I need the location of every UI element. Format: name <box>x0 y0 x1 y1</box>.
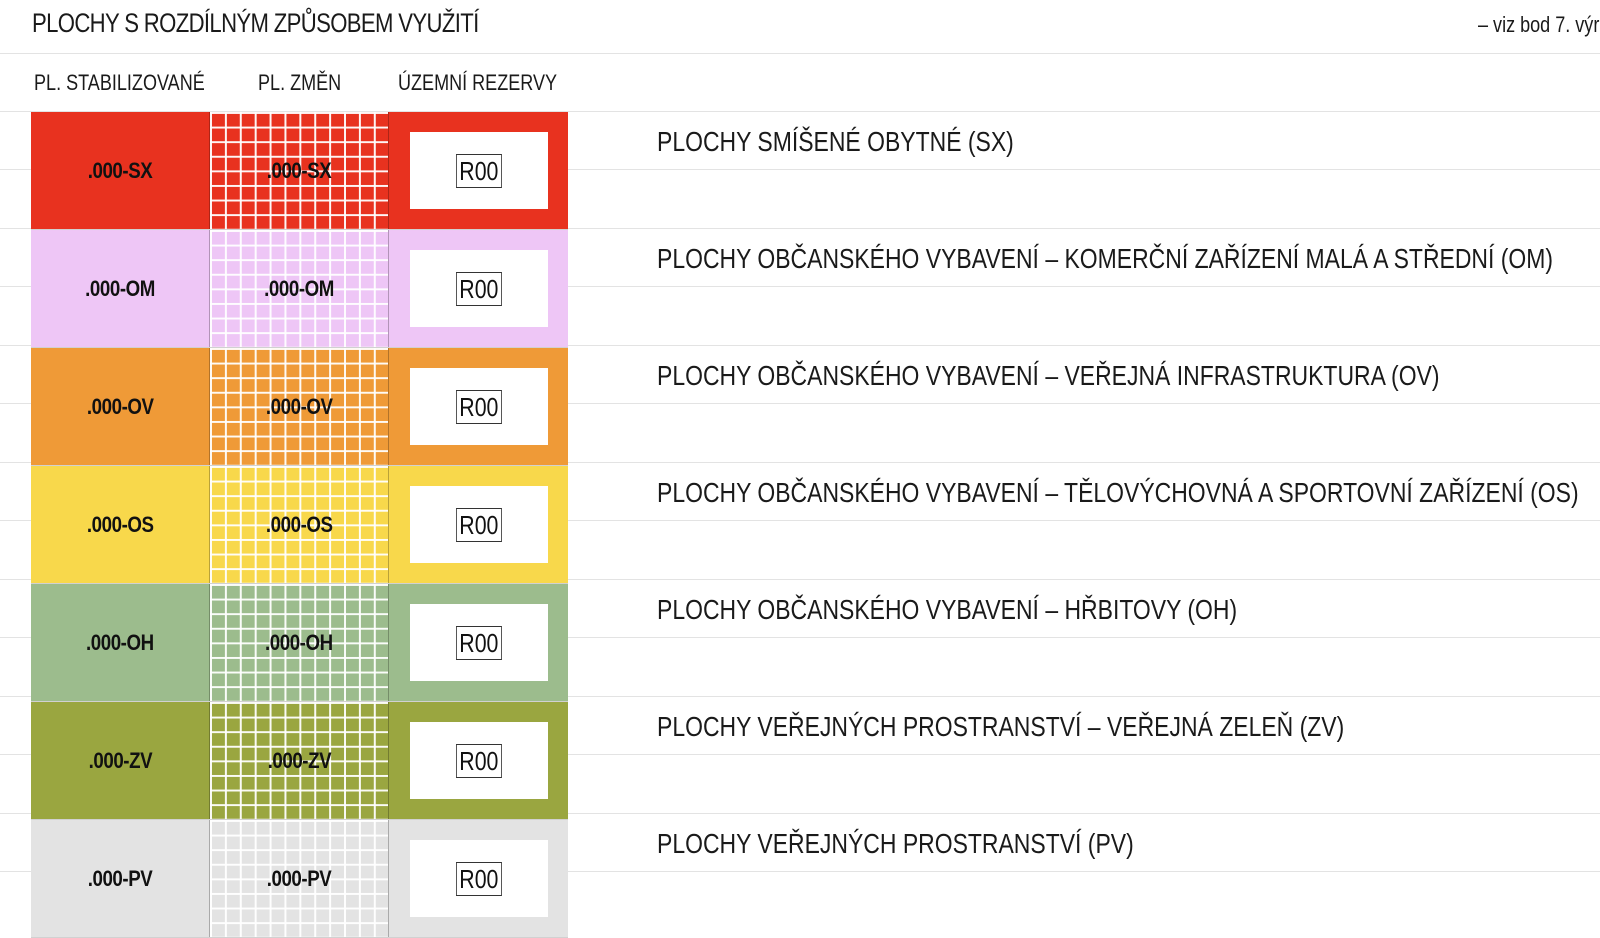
reserve-label: R00 <box>455 271 502 306</box>
swatch-reserve: R00 <box>389 466 568 583</box>
legend-description: PLOCHY SMÍŠENÉ OBYTNÉ (SX) <box>657 126 1014 157</box>
reserve-box: R00 <box>409 840 548 917</box>
reserve-label: R00 <box>455 743 502 778</box>
area-code: .000-SX <box>87 157 153 183</box>
legend-description: PLOCHY OBČANSKÉHO VYBAVENÍ – HŘBITOVY (O… <box>657 594 1238 625</box>
swatch-changes: .000-ZV <box>210 702 389 819</box>
legend-row-pv: .000-PV .000-PV R00 <box>31 820 568 938</box>
column-header-changes: PL. ZMĚN <box>258 70 342 95</box>
swatch-reserve: R00 <box>389 348 568 465</box>
reserve-box: R00 <box>409 604 548 681</box>
swatch-reserve: R00 <box>389 584 568 701</box>
row-divider <box>0 403 1600 404</box>
reserve-label: R00 <box>455 153 502 188</box>
hatch-pattern <box>210 348 388 465</box>
swatch-reserve: R00 <box>389 230 568 347</box>
row-divider <box>0 228 1600 229</box>
area-code: .000-OS <box>265 511 333 537</box>
row-divider <box>0 579 1600 580</box>
hatch-pattern <box>210 230 388 347</box>
legend-description: PLOCHY OBČANSKÉHO VYBAVENÍ – KOMERČNÍ ZA… <box>657 243 1554 274</box>
header-divider <box>0 53 1600 54</box>
row-divider <box>0 754 1600 755</box>
swatch-stabilized: .000-ZV <box>31 702 210 819</box>
reserve-box: R00 <box>409 368 548 445</box>
hatch-pattern <box>210 466 388 583</box>
swatch-reserve: R00 <box>389 820 568 937</box>
reserve-box: R00 <box>409 486 548 563</box>
reserve-box: R00 <box>409 132 548 209</box>
reserve-label: R00 <box>455 861 502 896</box>
swatch-changes: .000-PV <box>210 820 389 937</box>
swatch-changes: .000-OM <box>210 230 389 347</box>
reserve-label: R00 <box>455 507 502 542</box>
row-divider <box>0 813 1600 814</box>
swatch-stabilized: .000-PV <box>31 820 210 937</box>
row-divider <box>0 345 1600 346</box>
row-divider <box>0 520 1600 521</box>
legend-row-om: .000-OM .000-OM R00 <box>31 230 568 348</box>
legend-row-oh: .000-OH .000-OH R00 <box>31 584 568 702</box>
column-header-reserves: ÚZEMNÍ REZERVY <box>398 70 558 95</box>
legend-description: PLOCHY VEŘEJNÝCH PROSTRANSTVÍ (PV) <box>657 828 1134 859</box>
row-divider <box>0 169 1600 170</box>
area-code: .000-OM <box>264 275 334 301</box>
legend-row-os: .000-OS .000-OS R00 <box>31 466 568 584</box>
row-divider <box>0 871 1600 872</box>
legend-table: .000-SX .000-SX R00 .000-OM .000-OM R00 … <box>31 112 568 938</box>
swatch-changes: .000-SX <box>210 112 389 229</box>
column-header-stabilized: PL. STABILIZOVANÉ <box>34 70 205 95</box>
swatch-stabilized: .000-SX <box>31 112 210 229</box>
legend-row-zv: .000-ZV .000-ZV R00 <box>31 702 568 820</box>
area-code: .000-SX <box>266 157 332 183</box>
legend-row-sx: .000-SX .000-SX R00 <box>31 112 568 230</box>
swatch-stabilized: .000-OM <box>31 230 210 347</box>
area-code: .000-ZV <box>88 747 152 773</box>
area-code: .000-OS <box>86 511 154 537</box>
swatch-reserve: R00 <box>389 702 568 819</box>
row-divider <box>0 696 1600 697</box>
area-code: .000-PV <box>87 865 153 891</box>
legend-description: PLOCHY OBČANSKÉHO VYBAVENÍ – VEŘEJNÁ INF… <box>657 360 1440 391</box>
page-title: PLOCHY S ROZDÍLNÝM ZPŮSOBEM VYUŽITÍ <box>32 8 479 38</box>
area-code: .000-PV <box>266 865 332 891</box>
legend-row-ov: .000-OV .000-OV R00 <box>31 348 568 466</box>
area-code: .000-OH <box>265 629 333 655</box>
legend-description: PLOCHY OBČANSKÉHO VYBAVENÍ – TĚLOVÝCHOVN… <box>657 477 1579 508</box>
reserve-label: R00 <box>455 389 502 424</box>
hatch-pattern <box>210 584 388 701</box>
area-code: .000-ZV <box>267 747 331 773</box>
swatch-changes: .000-OV <box>210 348 389 465</box>
swatch-reserve: R00 <box>389 112 568 229</box>
area-code: .000-OH <box>86 629 154 655</box>
row-divider <box>0 462 1600 463</box>
swatch-changes: .000-OS <box>210 466 389 583</box>
reserve-label: R00 <box>455 625 502 660</box>
column-header-divider <box>0 111 1600 112</box>
row-divider <box>0 637 1600 638</box>
swatch-stabilized: .000-OS <box>31 466 210 583</box>
hatch-pattern <box>210 702 388 819</box>
swatch-stabilized: .000-OH <box>31 584 210 701</box>
reference-note: – viz bod 7. výr <box>1478 12 1600 37</box>
hatch-pattern <box>210 112 388 229</box>
area-code: .000-OV <box>265 393 333 419</box>
reserve-box: R00 <box>409 250 548 327</box>
legend-description: PLOCHY VEŘEJNÝCH PROSTRANSTVÍ – VEŘEJNÁ … <box>657 711 1345 742</box>
swatch-stabilized: .000-OV <box>31 348 210 465</box>
row-divider <box>0 286 1600 287</box>
area-code: .000-OV <box>86 393 154 419</box>
reserve-box: R00 <box>409 722 548 799</box>
area-code: .000-OM <box>85 275 155 301</box>
swatch-changes: .000-OH <box>210 584 389 701</box>
